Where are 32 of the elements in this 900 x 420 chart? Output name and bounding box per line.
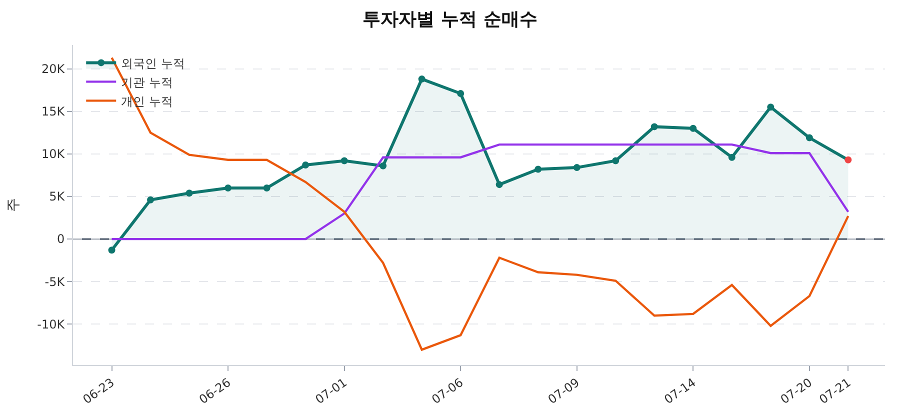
y-tick-label: -5K <box>44 274 66 289</box>
point <box>767 104 774 111</box>
point <box>650 123 658 130</box>
point <box>457 90 464 98</box>
point <box>263 184 270 192</box>
y-tick-label: 15K <box>41 104 66 119</box>
point <box>496 181 503 188</box>
point <box>302 162 310 168</box>
legend-label: 외국인 누적 <box>121 56 185 70</box>
line-series <box>110 143 850 240</box>
point <box>573 164 580 172</box>
point <box>612 157 620 164</box>
point <box>418 76 426 83</box>
point <box>147 196 154 204</box>
point <box>224 184 232 192</box>
y-tick-label: 20K <box>41 62 66 76</box>
y-axis-title: 주 <box>6 198 22 212</box>
point <box>340 157 348 164</box>
line-series <box>110 56 850 351</box>
point <box>380 162 387 170</box>
point <box>806 134 813 142</box>
point <box>186 190 193 197</box>
point <box>108 246 116 254</box>
point <box>534 166 542 173</box>
point <box>728 154 736 161</box>
chart-title: 투자자별 누적 순매수 <box>362 9 538 30</box>
y-tick-label: 10K <box>41 147 66 162</box>
y-tick-label: 5K <box>49 190 66 204</box>
y-tick-label: 0 <box>56 232 65 246</box>
point <box>844 156 852 164</box>
y-tick-label: -10K <box>37 317 66 332</box>
point <box>690 124 697 132</box>
